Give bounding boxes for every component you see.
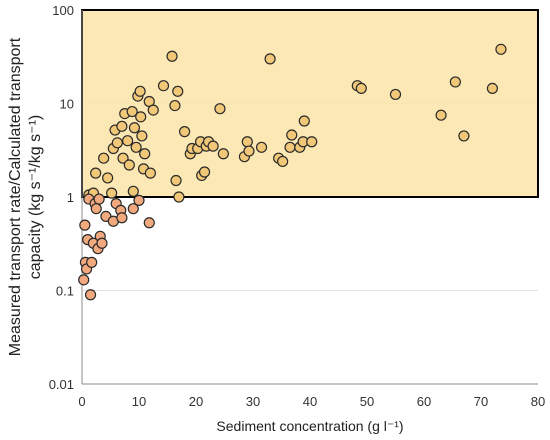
data-point-above-1	[255, 141, 268, 153]
data-point-above-1	[495, 43, 507, 55]
y-tick-label: 0.1	[56, 284, 74, 299]
data-point-above-1	[214, 103, 226, 115]
data-point-above-1	[198, 166, 211, 178]
data-point-above-1	[166, 50, 178, 62]
data-point-below-1	[133, 194, 145, 206]
data-point-below-1	[84, 289, 97, 301]
data-point-above-1	[172, 85, 184, 97]
data-point-above-1	[106, 187, 118, 199]
data-point-above-1	[217, 148, 229, 160]
data-point-above-1	[134, 85, 146, 97]
data-point-above-1	[135, 111, 147, 123]
x-tick-label: 20	[189, 394, 203, 409]
x-tick-label: 80	[531, 394, 545, 409]
axes	[81, 10, 538, 385]
data-point-above-1	[98, 152, 110, 164]
data-point-above-1	[117, 152, 129, 164]
data-point-below-1	[86, 256, 98, 268]
data-point-above-1	[136, 130, 148, 142]
data-point-above-1	[126, 105, 138, 118]
data-point-above-1	[173, 191, 185, 203]
data-point-above-1	[435, 109, 447, 121]
x-tick-label: 10	[132, 394, 146, 409]
data-point-below-1	[93, 193, 105, 205]
data-point-below-1	[78, 274, 90, 286]
data-point-above-1	[170, 174, 182, 187]
data-point-above-1	[458, 130, 470, 142]
data-point-above-1	[130, 141, 142, 153]
data-point-above-1	[306, 136, 318, 148]
x-axis-title: Sediment concentration (g l⁻¹)	[216, 418, 403, 434]
data-point-above-1	[128, 122, 141, 134]
data-point-above-1	[389, 88, 402, 101]
x-tick-label: 50	[360, 394, 374, 409]
data-point-above-1	[147, 104, 159, 116]
y-tick-labels: 0.01 0.1 1 10 100	[49, 3, 74, 392]
data-point-below-1	[96, 237, 108, 249]
y-tick-label: 100	[52, 3, 74, 18]
data-point-below-1	[90, 203, 102, 215]
data-point-above-1	[90, 167, 102, 179]
x-tick-label: 70	[474, 394, 488, 409]
x-tick-label: 40	[303, 394, 317, 409]
data-point-above-1	[243, 145, 255, 157]
x-tick-label: 0	[78, 394, 85, 409]
data-point-above-1	[355, 82, 367, 95]
data-point-above-1	[486, 82, 498, 95]
data-point-above-1	[264, 53, 276, 65]
data-point-above-1	[116, 120, 128, 132]
data-point-below-1	[127, 203, 139, 215]
data-point-above-1	[111, 137, 123, 149]
x-tick-label: 30	[246, 394, 260, 409]
data-point-below-1	[79, 219, 91, 231]
data-point-above-1	[298, 115, 310, 127]
data-point-above-1	[284, 141, 296, 153]
y-tick-label: 10	[60, 97, 74, 112]
data-point-above-1	[179, 126, 191, 138]
y-tick-label: 1	[67, 190, 74, 205]
data-point-above-1	[127, 185, 139, 197]
data-point-above-1	[139, 148, 151, 160]
data-point-above-1	[207, 140, 219, 152]
data-points	[78, 43, 507, 301]
data-point-above-1	[144, 167, 156, 179]
y-axis-title-line-2: capacity (kg s⁻¹/kg s⁻¹)	[27, 115, 44, 279]
data-point-above-1	[449, 76, 461, 88]
x-tick-labels: 0 10 20 30 40 50 60 70 80	[78, 394, 545, 409]
data-point-above-1	[286, 129, 298, 141]
x-tick-label: 60	[417, 394, 431, 409]
data-point-above-1	[123, 159, 135, 171]
data-point-above-1	[157, 80, 170, 92]
data-point-above-1	[241, 136, 253, 148]
data-point-above-1	[169, 99, 181, 112]
highlight-region-above-1	[81, 9, 539, 198]
data-point-above-1	[102, 172, 114, 184]
data-point-below-1	[116, 212, 128, 224]
y-axis-title-line-1: Measured transport rate/Calculated trans…	[7, 37, 24, 356]
y-tick-label: 0.01	[49, 377, 74, 392]
data-point-above-1	[277, 155, 289, 168]
data-point-below-1	[143, 217, 155, 229]
data-point-above-1	[121, 135, 134, 147]
